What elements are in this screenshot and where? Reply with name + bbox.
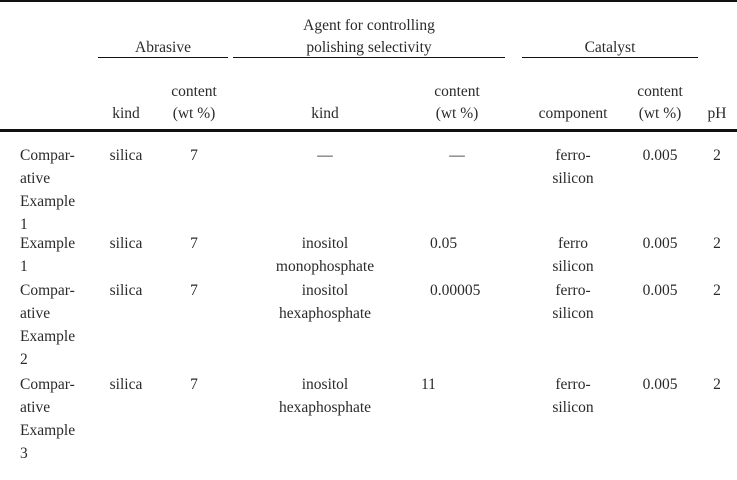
- cell-cat-content: 0.005: [624, 144, 696, 167]
- cell-kind: silica: [100, 279, 152, 302]
- header-rule: [0, 129, 737, 132]
- row-label-line: 1: [20, 255, 28, 278]
- row-label-line: Example: [20, 232, 75, 255]
- cell-ph: 2: [700, 144, 734, 167]
- col-ph: pH: [700, 102, 734, 125]
- row-label-line: Compar-: [20, 373, 75, 396]
- row-label-line: Example: [20, 190, 75, 213]
- cell-cat-content: 0.005: [624, 232, 696, 255]
- cell-ph: 2: [700, 373, 734, 396]
- catalyst-underline: [522, 57, 698, 58]
- cell-agent-kind: inositol: [260, 279, 390, 302]
- cell-component: silicon: [524, 396, 622, 419]
- header-agent-line2: polishing selectivity: [233, 36, 505, 59]
- cell-agent-content: —: [418, 144, 496, 167]
- col-content-line1: content: [158, 80, 230, 103]
- top-rule: [0, 0, 737, 2]
- cell-agent-kind: inositol: [260, 232, 390, 255]
- row-label-line: ative: [20, 167, 50, 190]
- cell-content: 7: [158, 279, 230, 302]
- cell-component: silicon: [524, 255, 622, 278]
- cell-agent-kind: hexaphosphate: [260, 302, 390, 325]
- cell-component: ferro: [524, 232, 622, 255]
- row-label-line: Compar-: [20, 144, 75, 167]
- cell-agent-kind: —: [260, 144, 390, 167]
- row-label-line: ative: [20, 396, 50, 419]
- cell-component: silicon: [524, 302, 622, 325]
- col-cat-content-line2: (wt %): [624, 102, 696, 125]
- cell-content: 7: [158, 373, 230, 396]
- row-label-line: Compar-: [20, 279, 75, 302]
- cell-component: ferro-: [524, 144, 622, 167]
- cell-kind: silica: [100, 232, 152, 255]
- col-agent-content-line1: content: [418, 80, 496, 103]
- cell-agent-content: 11: [421, 373, 499, 396]
- col-agent-content-line2: (wt %): [418, 102, 496, 125]
- col-component: component: [524, 102, 622, 125]
- cell-component: ferro-: [524, 279, 622, 302]
- cell-ph: 2: [700, 232, 734, 255]
- row-label-line: 3: [20, 442, 28, 465]
- abrasive-underline: [98, 57, 228, 58]
- agent-underline: [233, 57, 505, 58]
- cell-agent-content: 0.00005: [430, 279, 508, 302]
- header-abrasive: Abrasive: [98, 36, 228, 59]
- col-agent-kind: kind: [260, 102, 390, 125]
- cell-kind: silica: [100, 373, 152, 396]
- cell-agent-kind: hexaphosphate: [260, 396, 390, 419]
- row-label-line: Example: [20, 325, 75, 348]
- col-cat-content-line1: content: [624, 80, 696, 103]
- row-label-line: Example: [20, 419, 75, 442]
- cell-content: 7: [158, 232, 230, 255]
- cell-ph: 2: [700, 279, 734, 302]
- cell-cat-content: 0.005: [624, 279, 696, 302]
- header-catalyst: Catalyst: [522, 36, 698, 59]
- cell-cat-content: 0.005: [624, 373, 696, 396]
- cell-agent-content: 0.05: [430, 232, 508, 255]
- header-agent-line1: Agent for controlling: [233, 14, 505, 37]
- cell-component: silicon: [524, 167, 622, 190]
- col-kind: kind: [100, 102, 152, 125]
- cell-kind: silica: [100, 144, 152, 167]
- row-label-line: ative: [20, 302, 50, 325]
- col-content-line2: (wt %): [158, 102, 230, 125]
- row-label-line: 2: [20, 348, 28, 371]
- cell-content: 7: [158, 144, 230, 167]
- cell-agent-kind: inositol: [260, 373, 390, 396]
- cell-component: ferro-: [524, 373, 622, 396]
- cell-agent-kind: monophosphate: [260, 255, 390, 278]
